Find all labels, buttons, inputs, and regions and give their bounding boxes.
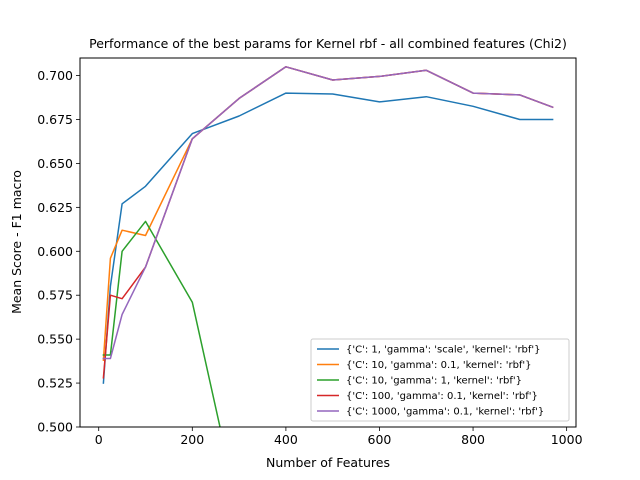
legend-entry: {'C': 1000, 'gamma': 0.1, 'kernel': 'rbf… bbox=[346, 407, 544, 418]
chart-title: Performance of the best params for Kerne… bbox=[89, 36, 567, 51]
x-tick-label: 800 bbox=[461, 432, 485, 447]
y-tick-label: 0.650 bbox=[37, 156, 73, 171]
plot-frame bbox=[79, 57, 577, 428]
x-tick-label: 0 bbox=[95, 432, 103, 447]
legend: {'C': 1, 'gamma': 'scale', 'kernel': 'rb… bbox=[310, 338, 570, 422]
x-tick-label: 200 bbox=[180, 432, 204, 447]
series-line-4 bbox=[102, 66, 554, 379]
series-line-5 bbox=[102, 66, 554, 360]
legend-entry: {'C': 1, 'gamma': 'scale', 'kernel': 'rb… bbox=[346, 345, 541, 356]
y-tick-label: 0.600 bbox=[37, 244, 73, 259]
y-tick-label: 0.500 bbox=[37, 420, 73, 435]
legend-frame bbox=[310, 338, 570, 422]
x-axis-label: Number of Features bbox=[266, 455, 390, 470]
y-tick-label: 0.525 bbox=[37, 376, 73, 391]
y-axis-label: Mean Score - F1 macro bbox=[9, 170, 24, 314]
x-axis: 0 200 400 600 800 1000 bbox=[95, 427, 583, 447]
y-axis: 0.500 0.525 0.550 0.575 0.600 0.625 0.650 0.675… bbox=[37, 68, 80, 435]
x-tick-label: 400 bbox=[274, 432, 298, 447]
y-tick-label: 0.675 bbox=[37, 112, 73, 127]
y-tick-label: 0.700 bbox=[37, 68, 73, 83]
series-line-1 bbox=[102, 92, 554, 384]
series-line-3 bbox=[102, 220, 221, 427]
legend-entry: {'C': 10, 'gamma': 0.1, 'kernel': 'rbf'} bbox=[346, 360, 532, 371]
series-line-2 bbox=[102, 66, 554, 361]
x-tick-label: 1000 bbox=[551, 432, 583, 447]
legend-entry: {'C': 100, 'gamma': 0.1, 'kernel': 'rbf'… bbox=[346, 391, 538, 402]
x-tick-label: 600 bbox=[368, 432, 392, 447]
y-tick-label: 0.575 bbox=[37, 288, 73, 303]
legend-entry: {'C': 10, 'gamma': 1, 'kernel': 'rbf'} bbox=[346, 376, 522, 387]
y-tick-label: 0.625 bbox=[37, 200, 73, 215]
series-layer bbox=[102, 66, 554, 427]
y-tick-label: 0.550 bbox=[37, 332, 73, 347]
